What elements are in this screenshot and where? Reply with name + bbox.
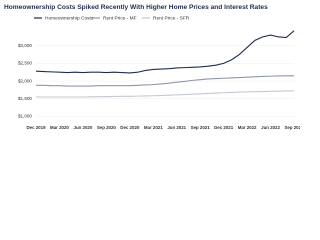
y-tick-label: $1,000 [18, 114, 32, 119]
x-tick-label: Jun 2020 [74, 125, 93, 130]
y-tick-label: $2,000 [18, 78, 32, 83]
series-line [36, 90, 294, 98]
legend-label: Homeownership Costs [45, 15, 94, 21]
x-tick-label: Dec 2020 [120, 125, 140, 130]
x-tick-label: Mar 2021 [144, 125, 163, 130]
chart: Homeownership Costs Spiked Recently With… [4, 4, 300, 130]
x-tick-label: Dec 2021 [214, 125, 234, 130]
x-tick-label: Sep 2022 [284, 125, 300, 130]
x-tick-label: Jun 2021 [167, 125, 186, 130]
legend-label: Rent Price - SFR [153, 15, 190, 21]
x-tick-label: Jun 2022 [261, 125, 280, 130]
x-tick-label: Mar 2020 [50, 125, 69, 130]
x-tick-label: Dec 2019 [26, 125, 46, 130]
series-line [36, 75, 294, 87]
y-tick-label: $3,000 [18, 43, 32, 48]
x-tick-label: Sep 2021 [191, 125, 211, 130]
y-tick-label: $2,500 [18, 61, 32, 66]
chart-title: Homeownership Costs Spiked Recently With… [4, 4, 268, 11]
legend-label: Rent Price - MF [103, 15, 137, 21]
x-tick-label: Mar 2022 [238, 125, 257, 130]
x-tick-label: Sep 2020 [97, 125, 117, 130]
y-tick-label: $1,500 [18, 96, 32, 101]
series-line [35, 30, 295, 74]
